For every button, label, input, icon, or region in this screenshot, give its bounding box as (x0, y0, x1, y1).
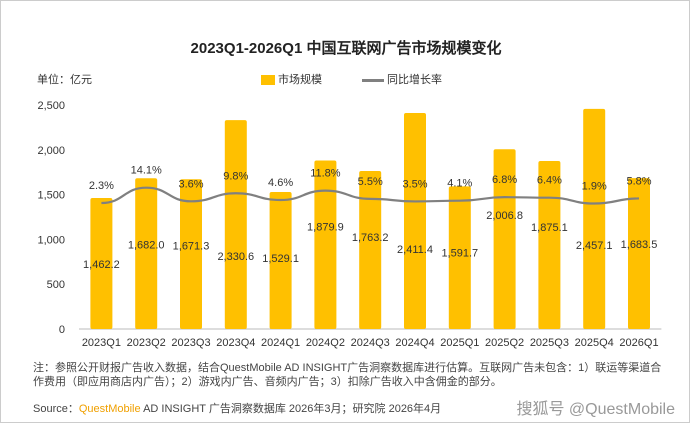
bar-value-label: 1,763.2 (352, 232, 389, 244)
growth-label: 6.8% (492, 174, 517, 186)
bar (90, 197, 113, 329)
x-tick-label: 2024Q2 (306, 337, 345, 349)
x-tick-label: 2024Q1 (261, 337, 300, 349)
bar-value-label: 1,683.5 (621, 239, 658, 251)
growth-label: 2.3% (89, 180, 114, 192)
bar (135, 178, 158, 329)
growth-label: 14.1% (131, 165, 162, 177)
bar (359, 171, 382, 329)
bar-value-label: 1,879.9 (307, 222, 344, 234)
growth-label: 11.8% (310, 168, 341, 180)
source-line: Source：QuestMobile AD INSIGHT 广告洞察数据库 20… (33, 400, 441, 416)
growth-label: 1.9% (582, 181, 607, 193)
x-tick-label: 2026Q1 (619, 337, 658, 349)
bar (583, 108, 606, 329)
bar (404, 112, 426, 329)
growth-line (101, 186, 640, 205)
growth-label: 5.8% (626, 175, 651, 187)
legend-line-label: 同比增长率 (387, 74, 442, 86)
x-tick-label: 2025Q2 (485, 337, 524, 349)
x-tick-label: 2023Q3 (171, 337, 210, 349)
bar (314, 160, 337, 329)
bar (538, 160, 561, 329)
x-tick-label: 2023Q4 (216, 337, 255, 349)
source-prefix: Source： (33, 403, 79, 415)
bar-value-label: 2,006.8 (486, 210, 523, 222)
growth-label: 5.5% (358, 176, 383, 188)
watermark: 搜狐号 @QuestMobile (516, 401, 675, 418)
bar (448, 186, 471, 329)
x-tick-label: 2025Q4 (575, 337, 614, 349)
bar-value-label: 2,330.6 (217, 251, 254, 263)
y-tick-label: 500 (47, 279, 65, 291)
legend-line-swatch (362, 78, 384, 82)
bar-value-label: 1,682.0 (128, 239, 165, 251)
x-tick-label: 2025Q1 (440, 337, 479, 349)
bar-value-label: 1,529.1 (262, 253, 299, 265)
bar (224, 120, 247, 329)
y-tick-label: 1,000 (37, 234, 65, 246)
growth-label: 4.1% (447, 178, 472, 190)
y-tick-label: 2,500 (37, 100, 65, 112)
bar-value-label: 1,671.3 (173, 240, 210, 252)
growth-label: 4.6% (268, 177, 293, 189)
x-tick-label: 2024Q3 (351, 337, 390, 349)
growth-label: 6.4% (537, 175, 562, 187)
bar-value-label: 2,411.4 (397, 244, 433, 256)
legend-bar: 市场规模 (261, 71, 322, 87)
x-tick-label: 2025Q3 (530, 337, 569, 349)
x-tick-label: 2023Q2 (127, 337, 166, 349)
unit-label: 单位：亿元 (37, 74, 92, 86)
growth-label: 3.6% (178, 178, 203, 190)
bar (628, 178, 650, 329)
legend-bar-swatch (261, 75, 275, 86)
bar-value-label: 2,457.1 (576, 240, 613, 252)
legend: 市场规模 同比增长率 (261, 71, 442, 87)
growth-label: 3.5% (402, 178, 427, 190)
bar-value-label: 1,591.7 (441, 247, 478, 259)
growth-label: 9.8% (223, 170, 248, 182)
bar (180, 179, 202, 329)
x-tick-label: 2024Q4 (395, 337, 434, 349)
footnote: 注：参照公开财报广告收入数据，结合QuestMobile AD INSIGHT广… (33, 362, 662, 388)
x-tick-label: 2023Q1 (82, 337, 121, 349)
y-tick-label: 0 (59, 324, 65, 336)
y-tick-label: 1,500 (37, 190, 65, 202)
source-brand: QuestMobile (78, 403, 141, 415)
legend-bar-label: 市场规模 (278, 74, 322, 86)
bar-value-label: 1,462.2 (83, 259, 120, 271)
source-rest: AD INSIGHT 广告洞察数据库 2026年3月；研究院 2026年4月 (140, 403, 442, 415)
chart-title: 2023Q1-2026Q1 中国互联网广告市场规模变化 (190, 40, 502, 57)
legend-line: 同比增长率 (362, 71, 442, 87)
bar (269, 191, 292, 329)
bar-value-label: 1,875.1 (531, 222, 568, 234)
y-tick-label: 2,000 (37, 145, 65, 157)
bar (493, 149, 516, 329)
